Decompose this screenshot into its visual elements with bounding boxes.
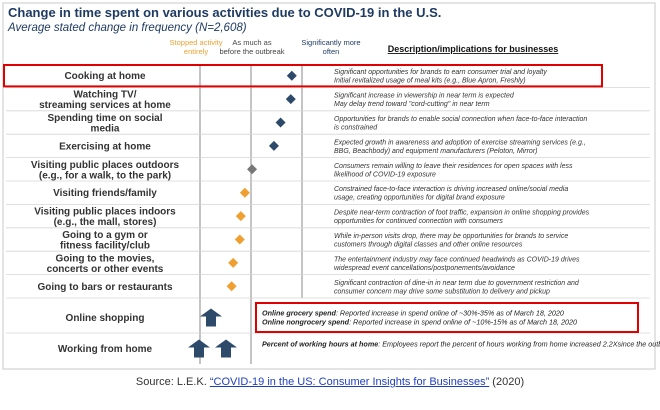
activity-description: Expected growth in awareness and adoptio… [334, 139, 586, 155]
chart-subtitle: Average stated change in frequency (N=2,… [7, 22, 247, 34]
activity-description: Significant increase in viewership in ne… [334, 93, 515, 109]
activity-marker [228, 257, 239, 268]
scale-label-same: As much as before the outbreak [219, 38, 284, 56]
description-header: Description/implications for businesses [388, 44, 559, 54]
activity-label: Going to a gym or fitness facility/club [60, 230, 150, 252]
activity-label: Spending time on social media [47, 113, 162, 135]
activity-label: Going to the movies, concerts or other ev… [47, 253, 164, 275]
activity-marker [286, 70, 297, 81]
activity-label: Cooking at home [64, 71, 146, 82]
activity-description: Significant opportunities for brands to … [334, 69, 547, 85]
activity-marker [268, 140, 279, 151]
scale-label-more: Significantly more often [301, 38, 360, 56]
chart-frame [2, 2, 656, 370]
source-suffix: (2020) [489, 376, 525, 388]
chart: Change in time spent on various activiti… [2, 2, 660, 370]
activity-description: The entertainment industry may face cont… [334, 256, 580, 272]
activity-marker [226, 281, 237, 292]
activity-marker [235, 211, 246, 222]
activity-marker [285, 94, 296, 105]
bottom-row-label: Online shopping [66, 313, 145, 324]
activity-marker [275, 117, 286, 128]
activity-description: Significant contraction of dine-in in ne… [334, 280, 580, 296]
up-arrow-icon [188, 339, 210, 358]
scale-label-stopped: Stopped activity entirely [170, 38, 223, 56]
bottom-row-label: Working from home [58, 344, 153, 355]
highlight-box-cooking [3, 64, 603, 88]
up-arrow-icon [200, 308, 222, 327]
source-line: Source: L.E.K. “COVID-19 in the US: Cons… [0, 376, 660, 388]
highlight-box-online [255, 302, 639, 333]
activity-marker [239, 187, 250, 198]
activity-label: Watching TV/streaming services at home [39, 90, 171, 112]
source-prefix: Source: L.E.K. [135, 376, 210, 388]
activity-description: Consumers remain willing to leave their … [334, 163, 573, 179]
activity-label: Visiting public places outdoors (e.g., fo… [31, 160, 180, 182]
activity-description: While in-person visits drop, there may b… [334, 233, 568, 249]
activity-label: Going to bars or restaurants [37, 282, 172, 293]
chart-title: Change in time spent on various activiti… [8, 5, 441, 20]
source-link[interactable]: “COVID-19 in the US: Consumer Insights f… [209, 376, 490, 388]
bottom-row-description: Percent of working hours at home: Employ… [262, 340, 660, 349]
up-arrow-icon [215, 339, 237, 358]
activity-description: Opportunities for brands to enable socia… [334, 116, 587, 132]
activity-label: Exercising at home [59, 141, 151, 152]
activity-label: Visiting public places indoors (e.g., the… [34, 207, 176, 229]
activity-marker [234, 234, 245, 245]
activity-marker [247, 164, 258, 175]
activity-label: Visiting friends/family [53, 188, 157, 199]
bottom-row-description: Online grocery spend: Reported increase … [262, 309, 577, 327]
activity-description: Constrained face-to-face interaction is … [334, 186, 568, 202]
activity-description: Despite near-term contraction of foot tr… [334, 210, 590, 226]
